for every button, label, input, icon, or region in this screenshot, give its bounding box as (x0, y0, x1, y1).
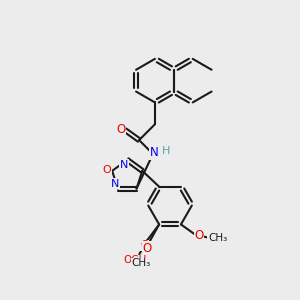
Text: N: N (120, 160, 128, 170)
Text: O: O (117, 123, 126, 136)
Text: N: N (111, 178, 119, 189)
Text: OCH₃: OCH₃ (124, 255, 151, 265)
Text: O: O (103, 165, 112, 175)
Text: CH₃: CH₃ (132, 258, 151, 268)
Text: H: H (162, 146, 170, 156)
Text: N: N (150, 146, 158, 160)
Text: O: O (194, 229, 203, 242)
Text: CH₃: CH₃ (208, 233, 227, 243)
Text: O: O (142, 242, 152, 255)
Text: O: O (140, 240, 148, 250)
